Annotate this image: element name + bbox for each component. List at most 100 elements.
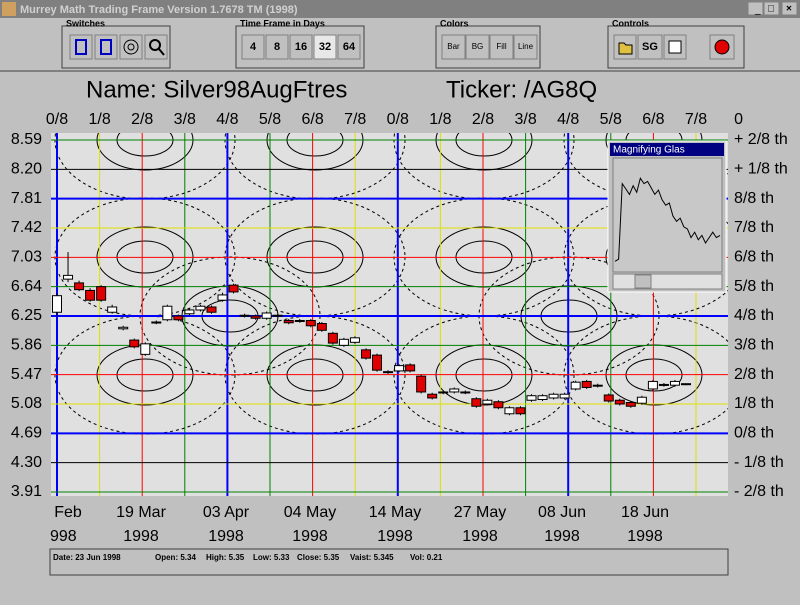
candle-body (581, 380, 592, 388)
candle-body (239, 314, 250, 317)
top-label: 1/8 (88, 111, 110, 128)
switch-button[interactable] (144, 34, 168, 60)
controls-group (607, 25, 745, 69)
button-label: BG (472, 42, 484, 51)
candle-body (85, 289, 96, 301)
y-tick-label: 3.91 (11, 483, 42, 500)
app-icon (2, 2, 16, 16)
window-buttons[interactable]: _ □ × (747, 1, 798, 16)
color-button[interactable] (465, 34, 490, 60)
time-frame-button[interactable] (241, 34, 265, 60)
button-label: 8 (274, 41, 280, 53)
time-frame-button[interactable] (313, 34, 337, 60)
x-tick-year: 1998 (292, 528, 328, 545)
candle-body (129, 339, 140, 348)
color-button[interactable] (513, 34, 538, 60)
candle-body (294, 320, 305, 323)
y-tick-label: 5.86 (11, 337, 42, 354)
candle-body (316, 323, 327, 331)
top-label: 0/8 (46, 111, 68, 128)
candle-body (327, 332, 338, 344)
candle-body (548, 393, 559, 399)
chart-title: Name: Silver98AugFtres (86, 76, 347, 103)
folder-icon (618, 42, 633, 55)
candle-body (349, 337, 360, 343)
candle-body (140, 343, 151, 355)
top-label: 5/8 (259, 111, 281, 128)
candle-body (647, 380, 658, 390)
candle-body (592, 384, 603, 387)
right-label: + 1/8 th (734, 161, 788, 178)
close-button[interactable] (781, 1, 798, 16)
switch-button[interactable] (119, 34, 143, 60)
top-label: 0 (734, 111, 743, 128)
button-label: 4 (250, 41, 257, 53)
y-tick-label: 7.03 (11, 249, 42, 266)
scrollbar[interactable] (612, 273, 723, 290)
candle-body (658, 383, 669, 386)
sg-button[interactable] (637, 34, 663, 60)
magnifier-plot (612, 157, 723, 273)
candle-body (151, 321, 162, 324)
color-button[interactable] (489, 34, 514, 60)
candle-body (471, 398, 482, 407)
close-glyph: × (786, 4, 792, 15)
candle-body (526, 395, 537, 401)
x-tick-year: 998 (50, 528, 77, 545)
switch-button[interactable] (69, 34, 93, 60)
minimize-glyph: _ (754, 5, 761, 16)
color-button[interactable] (441, 34, 466, 60)
candle-body (63, 274, 74, 280)
time-frame-button[interactable] (289, 34, 313, 60)
status-field: Open: 5.34 (155, 553, 196, 562)
candle-body (360, 349, 371, 359)
candle-body (250, 315, 261, 319)
maximize-button[interactable] (763, 1, 780, 16)
time-frame-button[interactable] (337, 34, 361, 60)
candle-body (372, 354, 383, 371)
plot (51, 133, 728, 496)
candle-body (206, 306, 217, 313)
candle-body (427, 393, 438, 399)
top-label: 7/8 (685, 111, 707, 128)
right-label: 8/8 th (734, 190, 774, 207)
right-label: 6/8 th (734, 249, 774, 266)
top-label: 0/8 (387, 111, 409, 128)
top-label: 1/8 (429, 111, 451, 128)
candle-body (515, 407, 526, 415)
magnifier-title: Magnifying Glas (613, 145, 685, 156)
group-label: Time Frame in Days (240, 18, 325, 28)
y-tick-label: 6.25 (11, 307, 42, 324)
candle-body (52, 295, 62, 313)
x-tick-label: 04 May (284, 504, 336, 521)
y-tick-label: 7.42 (11, 219, 42, 236)
switch-icon (158, 48, 165, 56)
x-tick-year: 1998 (208, 528, 244, 545)
status-field: Low: 5.33 (253, 553, 290, 562)
status-field: Close: 5.35 (297, 553, 340, 562)
x-tick-label: Feb (54, 504, 82, 521)
time-frame-group (235, 25, 365, 69)
time-frame-button[interactable] (265, 34, 289, 60)
right-label: 4/8 th (734, 307, 774, 324)
top-label: 3/8 (514, 111, 536, 128)
scroll-thumb[interactable] (634, 274, 652, 289)
candle-body (96, 286, 107, 301)
separator (0, 70, 800, 72)
title-bar (0, 0, 800, 18)
candle-body (283, 320, 294, 324)
switch-button[interactable] (94, 34, 118, 60)
candle-body (482, 399, 493, 405)
candle-body (394, 365, 405, 372)
right-label: 1/8 th (734, 395, 774, 412)
candle-body (118, 326, 129, 330)
candle-body (107, 306, 118, 313)
right-label: 7/8 th (734, 219, 774, 236)
minimize-button[interactable] (747, 1, 764, 16)
candle-body (184, 309, 195, 315)
window-title: Murrey Math Trading Frame Version 1.7678… (20, 4, 298, 16)
x-tick-year: 1998 (544, 528, 580, 545)
x-tick-year: 1998 (462, 528, 498, 545)
right-label: 3/8 th (734, 337, 774, 354)
